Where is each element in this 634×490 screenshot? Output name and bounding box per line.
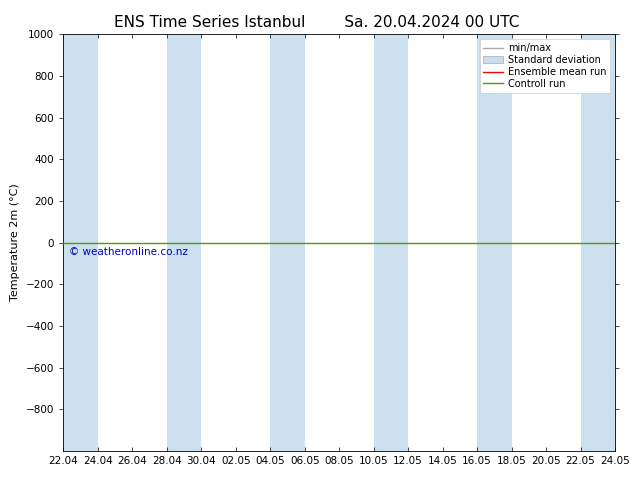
- Bar: [63, 34, 98, 451]
- Bar: [581, 34, 615, 451]
- Text: ENS Time Series Istanbul        Sa. 20.04.2024 00 UTC: ENS Time Series Istanbul Sa. 20.04.2024 …: [114, 15, 520, 30]
- Bar: [270, 34, 305, 451]
- Legend: min/max, Standard deviation, Ensemble mean run, Controll run: min/max, Standard deviation, Ensemble me…: [479, 39, 610, 93]
- Bar: [477, 34, 512, 451]
- Bar: [167, 34, 202, 451]
- Bar: [373, 34, 408, 451]
- Y-axis label: Temperature 2m (°C): Temperature 2m (°C): [10, 184, 20, 301]
- Text: © weatheronline.co.nz: © weatheronline.co.nz: [69, 246, 188, 257]
